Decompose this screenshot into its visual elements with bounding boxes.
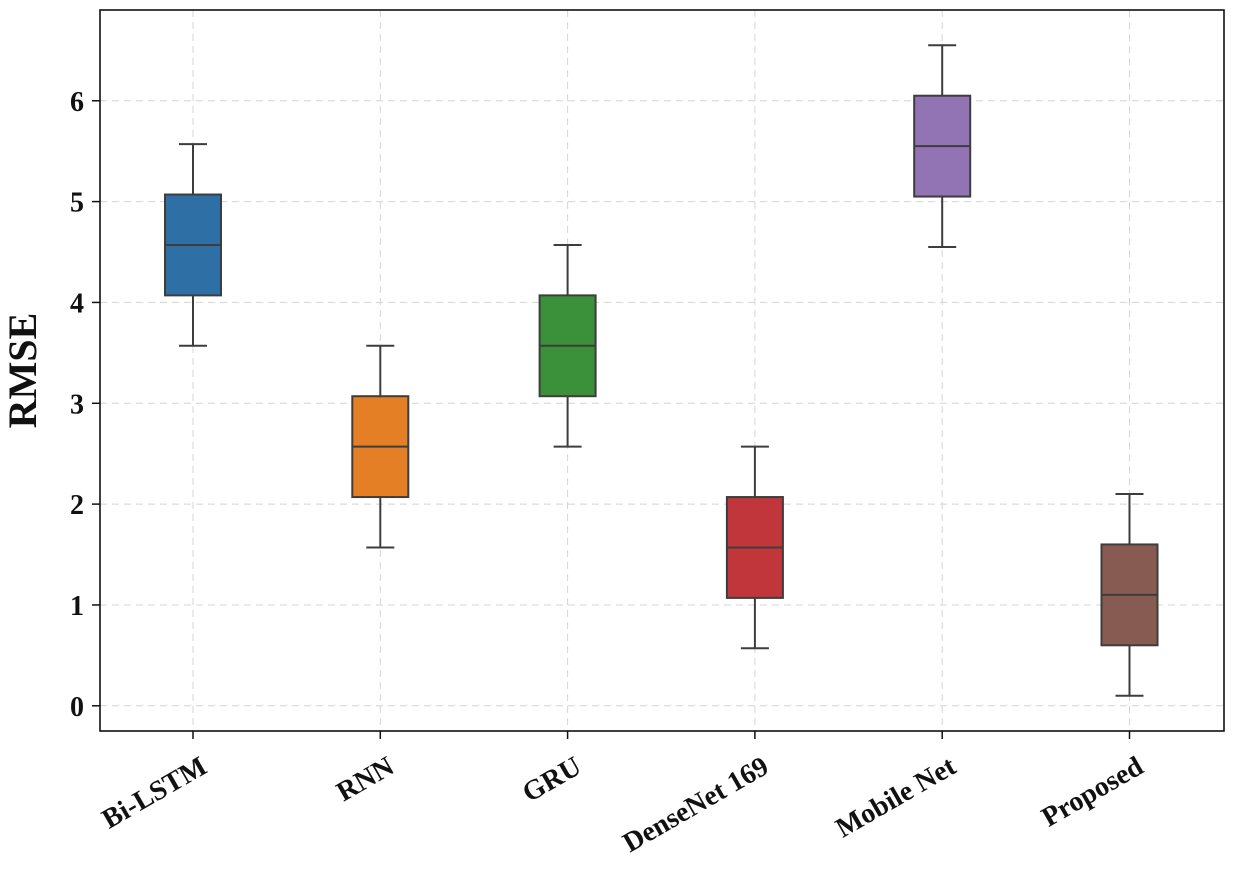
plot-frame — [99, 9, 1225, 732]
tick-layer: 0 1 2 3 4 5 6 Bi-LSTM RNN GRU DenseNet 169 Mobile N… — [70, 87, 1149, 859]
y-tick-label-0: 0 — [70, 692, 84, 723]
box-group-5 — [1100, 493, 1159, 697]
y-tick-label-5: 5 — [70, 188, 84, 219]
x-tick-label-0: Bi-LSTM — [97, 751, 212, 835]
x-tick-label-5: Proposed — [1037, 751, 1149, 834]
y-tick-label-6: 6 — [70, 87, 84, 118]
y-tick-label-1: 1 — [70, 591, 84, 622]
box-group-0 — [164, 143, 222, 347]
x-tick-label-3: DenseNet 169 — [618, 751, 774, 859]
x-tick-label-2: GRU — [517, 751, 586, 809]
box-group-1 — [351, 344, 410, 549]
box-group-4 — [913, 44, 972, 248]
x-tick-label-1: RNN — [331, 751, 399, 808]
y-tick-label-4: 4 — [70, 288, 84, 319]
y-axis-title: RMSE — [0, 313, 45, 429]
box-group-3 — [725, 445, 784, 650]
y-tick-label-3: 3 — [70, 389, 84, 420]
x-tick-label-4: Mobile Net — [831, 751, 962, 845]
y-tick-label-2: 2 — [70, 490, 84, 521]
grid-layer — [100, 10, 1224, 731]
box-layer — [164, 44, 1159, 697]
box-group-2 — [538, 243, 597, 448]
